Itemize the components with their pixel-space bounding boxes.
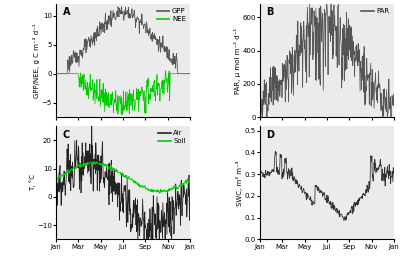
Legend: Air, Soil: Air, Soil (157, 130, 187, 145)
Y-axis label: PAR, μ mol m⁻² d⁻¹: PAR, μ mol m⁻² d⁻¹ (234, 27, 241, 94)
Legend: GPP, NEE: GPP, NEE (156, 8, 187, 23)
Legend: PAR: PAR (361, 8, 390, 15)
Y-axis label: SWC, m³ m⁻³: SWC, m³ m⁻³ (236, 160, 243, 206)
Text: A: A (63, 8, 70, 17)
Y-axis label: T, °C: T, °C (29, 174, 36, 191)
Text: B: B (266, 8, 274, 17)
Y-axis label: GPP/NEE, g C m⁻² d⁻¹: GPP/NEE, g C m⁻² d⁻¹ (33, 23, 40, 98)
Text: C: C (63, 130, 70, 140)
Text: D: D (266, 130, 274, 140)
